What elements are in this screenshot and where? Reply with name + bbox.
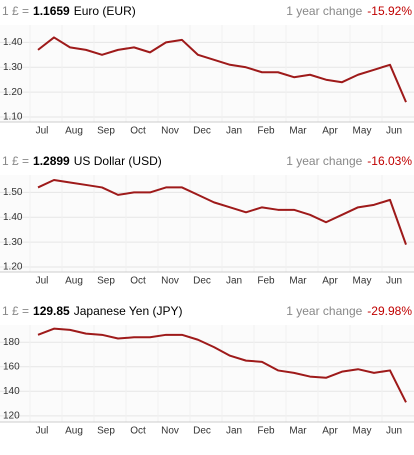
change-label: 1 year change xyxy=(286,4,362,18)
y-tick-label: 1.50 xyxy=(3,187,23,198)
x-tick-label: Dec xyxy=(193,126,211,137)
header-right: 1 year change -16.03% xyxy=(286,154,412,168)
x-tick-label: Dec xyxy=(193,276,211,287)
y-tick-label: 1.30 xyxy=(3,237,23,248)
x-tick-label: Jan xyxy=(226,126,242,137)
y-tick-label: 1.40 xyxy=(3,37,23,48)
change: -16.03% xyxy=(367,154,412,168)
x-tick-label: May xyxy=(353,276,372,287)
change-label: 1 year change xyxy=(286,154,362,168)
x-tick-label: Oct xyxy=(130,126,146,137)
x-tick-label: Feb xyxy=(257,126,275,137)
x-tick-label: Apr xyxy=(322,276,338,287)
y-tick-label: 1.20 xyxy=(3,262,23,273)
header-left: 1 £ = 1.2899 US Dollar (USD) xyxy=(2,154,162,168)
x-tick-label: Nov xyxy=(161,126,179,137)
x-tick-label: Oct xyxy=(130,276,146,287)
rate-line xyxy=(37,327,407,403)
x-tick-label: Nov xyxy=(161,426,179,437)
header-left: 1 £ = 129.85 Japanese Yen (JPY) xyxy=(2,304,182,318)
rate-line xyxy=(37,178,407,245)
rate: 129.85 xyxy=(33,304,70,318)
y-tick-label: 1.10 xyxy=(3,112,23,123)
x-tick-label: Apr xyxy=(322,126,338,137)
currency: Japanese Yen (JPY) xyxy=(74,304,183,318)
x-tick-label: Jun xyxy=(386,126,402,137)
prefix: 1 £ = xyxy=(2,4,29,18)
x-tick-label: Jun xyxy=(386,276,402,287)
x-tick-label: Aug xyxy=(65,426,83,437)
x-tick-label: Jul xyxy=(36,276,49,287)
x-tick-label: Aug xyxy=(65,126,83,137)
x-tick-label: Mar xyxy=(289,276,307,287)
plot-area xyxy=(0,325,414,422)
x-tick-label: Jul xyxy=(36,126,49,137)
x-tick-label: Nov xyxy=(161,276,179,287)
x-tick-label: Jan xyxy=(226,426,242,437)
rate-line xyxy=(37,36,407,103)
x-tick-label: May xyxy=(353,426,372,437)
x-tick-label: Oct xyxy=(130,426,146,437)
y-tick-label: 1.30 xyxy=(3,62,23,73)
plot-area xyxy=(0,175,414,272)
x-tick-label: Jan xyxy=(226,276,242,287)
y-tick-label: 120 xyxy=(3,411,20,422)
x-tick-label: Mar xyxy=(289,426,307,437)
header-right: 1 year change -29.98% xyxy=(286,304,412,318)
y-tick-label: 180 xyxy=(3,337,20,348)
y-tick-label: 140 xyxy=(3,386,20,397)
x-tick-label: Dec xyxy=(193,426,211,437)
currency: US Dollar (USD) xyxy=(74,154,162,168)
prefix: 1 £ = xyxy=(2,154,29,168)
x-tick-label: May xyxy=(353,126,372,137)
x-tick-label: Jul xyxy=(36,426,49,437)
rate: 1.2899 xyxy=(33,154,70,168)
x-tick-label: Sep xyxy=(97,426,115,437)
prefix: 1 £ = xyxy=(2,304,29,318)
y-tick-label: 1.40 xyxy=(3,212,23,223)
x-tick-label: Feb xyxy=(257,426,275,437)
header-left: 1 £ = 1.1659 Euro (EUR) xyxy=(2,4,136,18)
currency: Euro (EUR) xyxy=(74,4,136,18)
y-tick-label: 160 xyxy=(3,361,20,372)
plot-area xyxy=(0,25,414,122)
y-tick-label: 1.20 xyxy=(3,87,23,98)
change: -29.98% xyxy=(367,304,412,318)
x-tick-label: Sep xyxy=(97,126,115,137)
x-tick-label: Aug xyxy=(65,276,83,287)
x-tick-label: Jun xyxy=(386,426,402,437)
x-tick-label: Sep xyxy=(97,276,115,287)
header-right: 1 year change -15.92% xyxy=(286,4,412,18)
x-tick-label: Feb xyxy=(257,276,275,287)
x-tick-label: Apr xyxy=(322,426,338,437)
x-tick-label: Mar xyxy=(289,126,307,137)
rate: 1.1659 xyxy=(33,4,70,18)
change: -15.92% xyxy=(367,4,412,18)
change-label: 1 year change xyxy=(286,304,362,318)
